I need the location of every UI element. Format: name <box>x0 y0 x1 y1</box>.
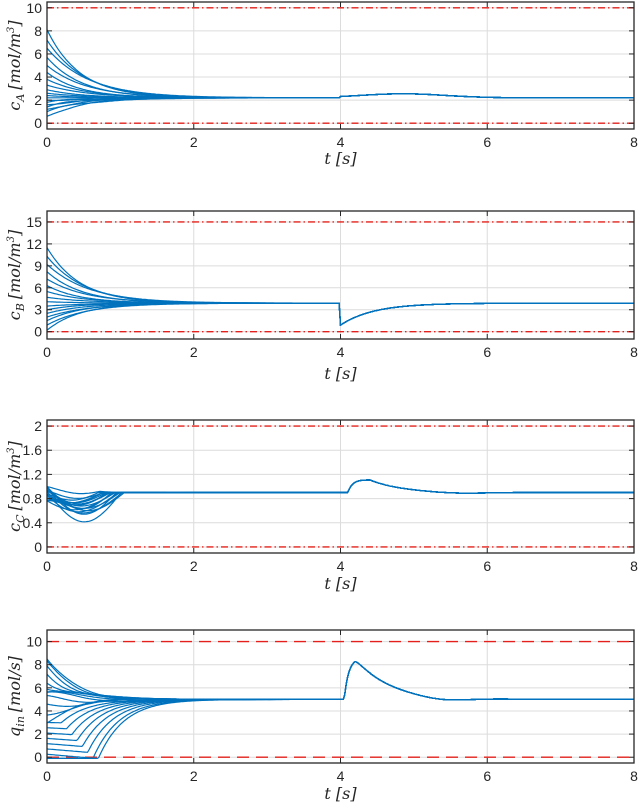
y-tick-label: 8 <box>34 23 42 39</box>
y-tick-label: 10 <box>26 634 42 650</box>
x-tick-label: 6 <box>483 344 491 360</box>
x-tick-label: 8 <box>630 768 638 784</box>
y-tick-label: 9 <box>34 258 42 274</box>
x-tick-label: 4 <box>337 134 345 150</box>
x-tick-label: 2 <box>190 134 198 150</box>
trajectory-line <box>47 479 634 512</box>
y-tick-label: 1.6 <box>23 442 43 458</box>
y-tick-label: 1.2 <box>23 466 43 482</box>
trajectory-group <box>47 658 634 759</box>
y-tick-label: 0.4 <box>23 515 43 531</box>
y-tick-label: 6 <box>34 680 42 696</box>
y-tick-label: 0.8 <box>23 491 43 507</box>
trajectory-group <box>47 479 634 523</box>
y-tick-label: 2 <box>34 418 42 434</box>
x-tick-label: 0 <box>43 768 51 784</box>
x-tick-label: 8 <box>630 558 638 574</box>
x-tick-label: 6 <box>483 768 491 784</box>
x-axis-label: t [s] <box>324 784 357 803</box>
y-tick-label: 4 <box>34 69 42 85</box>
x-tick-label: 6 <box>483 558 491 574</box>
y-tick-label: 0 <box>34 324 42 340</box>
y-tick-label: 10 <box>26 0 42 16</box>
y-tick-label: 3 <box>34 302 42 318</box>
trajectory-group <box>47 247 634 331</box>
x-tick-label: 0 <box>43 134 51 150</box>
y-tick-label: 0 <box>34 749 42 765</box>
subplot-4: 0 2 4 6 8 0 2 4 6 8 10 t [s] qin[mol/s] <box>5 629 638 803</box>
x-tick-label: 2 <box>190 344 198 360</box>
y-tick-label: 12 <box>26 236 42 252</box>
x-tick-label: 8 <box>630 134 638 150</box>
trajectory-line <box>47 302 634 331</box>
x-tick-label: 4 <box>337 344 345 360</box>
x-tick-label: 4 <box>337 558 345 574</box>
x-axis-label: t [s] <box>324 364 357 383</box>
subplot-1: 0 2 4 6 8 0 2 4 6 8 10 t [s] cA[mol/m3] <box>5 0 638 168</box>
y-tick-label: 6 <box>34 280 42 296</box>
y-tick-label: 15 <box>26 214 42 230</box>
x-axis-label: t [s] <box>324 574 357 593</box>
x-tick-label: 0 <box>43 344 51 360</box>
y-tick-label: 8 <box>34 657 42 673</box>
y-tick-label: 0 <box>34 539 42 555</box>
y-tick-label: 0 <box>34 115 42 131</box>
y-axis-label: cB[mol/m3] <box>5 229 27 320</box>
subplot-2: 0 2 4 6 8 0 3 6 9 12 15 t [s] cB[mol/m3] <box>5 210 638 383</box>
trajectory-line <box>47 93 634 117</box>
x-tick-label: 2 <box>190 558 198 574</box>
trajectory-line <box>47 661 634 759</box>
x-tick-label: 8 <box>630 344 638 360</box>
y-tick-label: 2 <box>34 92 42 108</box>
x-tick-label: 0 <box>43 558 51 574</box>
y-axis-label: cA[mol/m3] <box>5 20 27 111</box>
y-tick-label: 6 <box>34 46 42 62</box>
x-tick-label: 6 <box>483 134 491 150</box>
x-tick-label: 4 <box>337 768 345 784</box>
y-tick-label: 2 <box>34 726 42 742</box>
y-tick-label: 4 <box>34 703 42 719</box>
trajectory-group <box>47 29 634 117</box>
y-axis-label: qin[mol/s] <box>5 655 27 737</box>
y-axis-label: cC[mol/m3] <box>5 440 27 532</box>
subplot-3: 0 2 4 6 8 0 0.4 0.8 1.2 1.6 2 t [s] cC[mol/m3] <box>5 418 638 593</box>
x-tick-label: 2 <box>190 768 198 784</box>
x-axis-label: t [s] <box>324 149 357 168</box>
